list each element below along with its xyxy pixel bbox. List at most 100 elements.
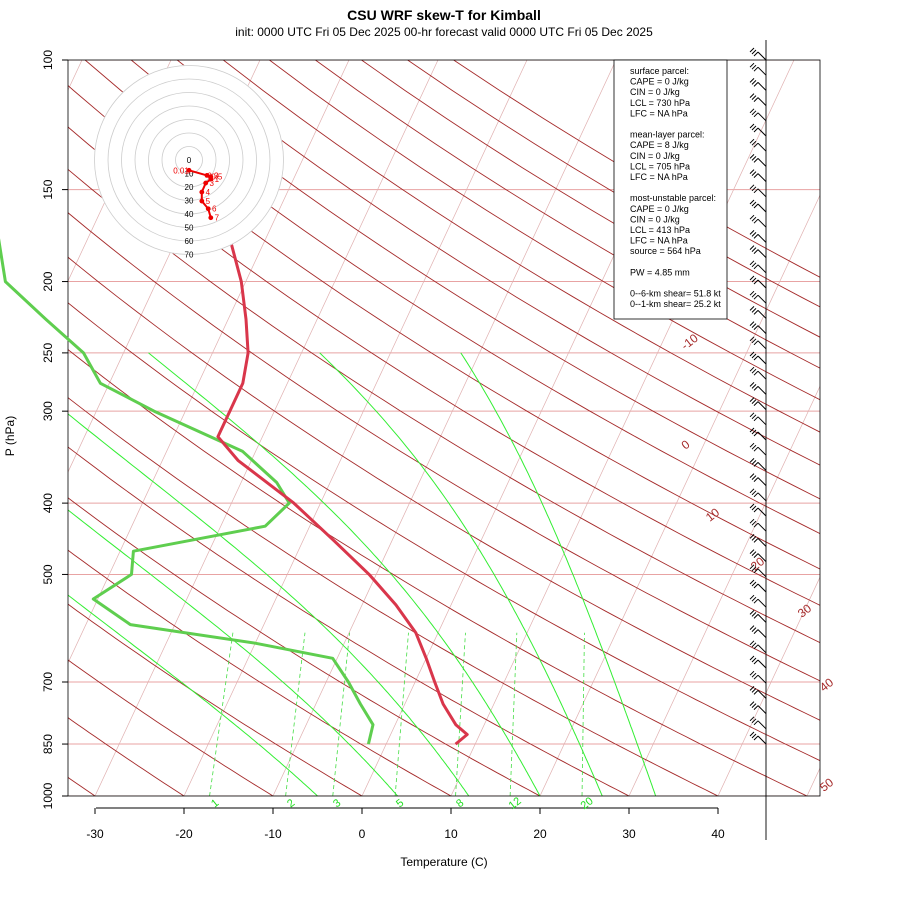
hodograph-ring: [134, 105, 244, 215]
hodograph-ring-label: 40: [185, 210, 194, 219]
info-line: CAPE = 0 J/kg: [630, 77, 689, 87]
info-line: LFC = NA hPa: [630, 236, 688, 246]
x-tick-label: 30: [622, 827, 636, 841]
wind-barb: [749, 62, 767, 76]
hodograph-point: [205, 206, 211, 212]
wind-barb: [749, 230, 767, 243]
wind-barb: [749, 686, 767, 699]
wind-barb: [749, 670, 767, 684]
mixing-ratio-line: [509, 632, 518, 796]
y-axis-label: P (hPa): [3, 416, 17, 456]
wind-barb: [749, 199, 767, 213]
hodograph-ring-label: 50: [185, 224, 194, 233]
x-axis-label: Temperature (C): [400, 855, 487, 869]
wind-barb: [749, 625, 767, 638]
hodograph-point: [186, 167, 192, 173]
y-tick-label: 400: [41, 493, 55, 513]
y-tick-label: 300: [41, 401, 55, 421]
chart-title: CSU WRF skew-T for Kimball: [347, 7, 541, 23]
dry-adiabat: [176, 60, 820, 466]
wind-barb: [749, 549, 767, 562]
info-line: CIN = 0 J/kg: [630, 214, 680, 224]
hodograph-point-label: 0.3: [207, 171, 219, 180]
dry-adiabat: [68, 497, 541, 796]
hodograph-point-label: 0.01: [173, 166, 189, 175]
info-line: PW = 4.85 mm: [630, 267, 690, 277]
info-line: CAPE = 8 J/kg: [630, 140, 689, 150]
wind-barb: [749, 382, 767, 395]
dry-adiabat: [68, 603, 363, 796]
y-tick-label: 100: [41, 50, 55, 70]
info-line: surface parcel:: [630, 66, 689, 76]
wind-barb: [749, 78, 767, 91]
dry-adiabat: [68, 126, 820, 606]
y-tick-label: 700: [41, 672, 55, 692]
y-tick-label: 250: [41, 343, 55, 363]
wind-barb: [749, 640, 767, 654]
wind-barb: [749, 169, 767, 182]
wind-barb: [749, 184, 767, 198]
dry-adiabat: [68, 256, 820, 721]
wind-barb: [749, 306, 767, 319]
wind-barb: [749, 610, 767, 623]
mixing-ratio-label: 20: [579, 795, 596, 812]
hodograph-ring: [121, 92, 257, 228]
wind-barb: [749, 214, 767, 228]
wind-barbs: [749, 47, 767, 745]
dry-adiabat: [68, 84, 820, 570]
dry-adiabat: [68, 397, 719, 796]
x-tick-label: -20: [175, 827, 193, 841]
y-tick-label: 850: [41, 734, 55, 754]
hodograph-ring-label: 0: [187, 156, 192, 165]
hodograph-point: [199, 189, 205, 195]
hodograph-point: [208, 215, 214, 221]
info-line: LCL = 730 hPa: [630, 98, 690, 108]
hodograph-ring-label: 60: [185, 237, 194, 246]
hodograph-point: [208, 176, 214, 182]
wind-barb: [749, 321, 767, 334]
info-line: 0--6-km shear= 51.8 kt: [630, 289, 721, 299]
info-line: CIN = 0 J/kg: [630, 151, 680, 161]
mixing-ratio-line: [285, 632, 306, 796]
wind-barb: [749, 655, 767, 669]
wind-barb: [749, 442, 767, 456]
isotherm-label: 10: [703, 505, 722, 524]
x-tick-label: 20: [533, 827, 547, 841]
dry-adiabat: [68, 349, 808, 796]
wind-barb: [749, 154, 767, 167]
hodograph-point: [204, 172, 210, 178]
hodograph-point-label: 5: [206, 197, 211, 206]
y-tick-label: 500: [41, 564, 55, 584]
dry-adiabat: [315, 60, 820, 369]
x-tick-label: 0: [359, 827, 366, 841]
dry-adiabat: [68, 302, 820, 762]
isotherm-line: [539, 194, 820, 796]
info-box-frame: [613, 59, 728, 320]
hodograph-ring: [161, 132, 217, 188]
info-line: LCL = 413 hPa: [630, 225, 690, 235]
hodograph-point-label: 0.5: [211, 173, 223, 182]
chart-subtitle: init: 0000 UTC Fri 05 Dec 2025 00-hr for…: [235, 25, 653, 39]
info-line: source = 564 hPa: [630, 246, 701, 256]
dry-adiabat: [68, 168, 820, 644]
wind-barb: [749, 579, 767, 593]
wind-barb: [749, 594, 767, 608]
dewpoint-trace: [0, 238, 375, 745]
info-line: LCL = 705 hPa: [630, 161, 690, 171]
wind-barb: [749, 473, 767, 486]
hodograph-ring: [94, 65, 284, 255]
info-line: 0--1-km shear= 25.2 kt: [630, 299, 721, 309]
moist-adiabat: [68, 594, 318, 796]
hodograph-point-label: 6: [212, 205, 217, 214]
dry-adiabat: [68, 717, 185, 796]
isotherm-line: [628, 385, 820, 796]
hodograph-point-label: 1: [215, 175, 220, 184]
wind-barb: [749, 716, 767, 730]
isotherm-label: 0: [679, 437, 693, 452]
y-tick-label: 200: [41, 271, 55, 291]
info-line: mean-layer parcel:: [630, 130, 705, 140]
x-tick-label: 40: [711, 827, 725, 841]
dry-adiabat: [68, 659, 274, 796]
hodograph-ring-label: 20: [185, 183, 194, 192]
